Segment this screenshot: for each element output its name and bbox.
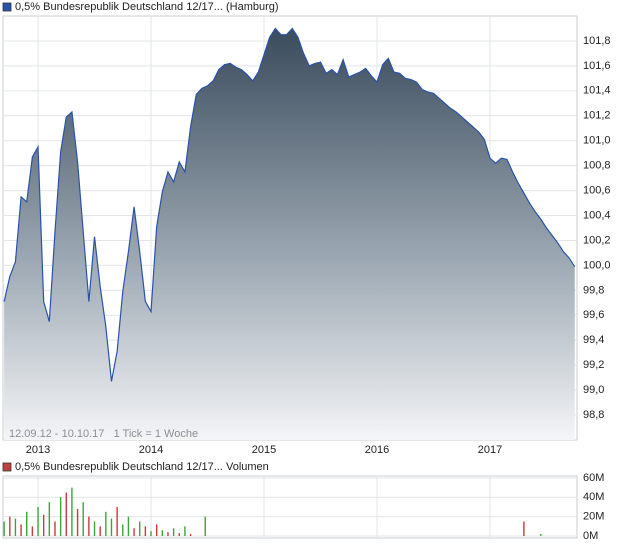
price-line (3, 27, 576, 382)
y-tick-label: 101,8 (583, 35, 611, 47)
volume-bar (76, 508, 79, 536)
volume-bar (48, 502, 51, 536)
y-tick-label: 101,4 (583, 85, 611, 97)
y-tick-label: 98,8 (583, 409, 604, 421)
volume-bar (122, 524, 124, 536)
y-tick-label: 100,6 (583, 184, 611, 196)
y-tick-label: 100,8 (583, 160, 611, 172)
price-area (4, 28, 575, 440)
volume-bar (172, 528, 175, 536)
volume-bar (9, 516, 11, 536)
volume-bar (523, 521, 525, 536)
y-tick-label: 100,4 (583, 209, 611, 221)
volume-bar (540, 534, 542, 536)
volume-bar (3, 521, 5, 536)
volume-bar (178, 533, 180, 536)
legend-label: 0,5% Bundesrepublik Deutschland 12/17...… (15, 461, 269, 473)
volume-bar (105, 511, 107, 536)
volume-bar (155, 524, 158, 536)
x-tick-label: 2015 (252, 444, 276, 456)
legend-label: 0,5% Bundesrepublik Deutschland 12/17...… (15, 1, 279, 13)
y-tick-label: 100,0 (583, 259, 611, 271)
volume-bar (71, 487, 73, 536)
volume-bar (116, 507, 118, 536)
volume-bar (65, 492, 67, 536)
volume-bar (26, 511, 28, 536)
x-tick-label: 2013 (26, 444, 50, 456)
y-tick-label: 101,6 (583, 60, 611, 72)
y-tick-label: 20M (583, 511, 604, 523)
volume-bar (82, 502, 84, 536)
y-tick-label: 60M (583, 472, 604, 484)
volume-bar (127, 516, 130, 536)
volume-bar (31, 526, 34, 536)
volume-bar (204, 516, 206, 536)
y-tick-label: 100,2 (583, 234, 611, 246)
volume-bar (150, 531, 152, 536)
volume-bar (20, 524, 22, 536)
y-tick-label: 0M (583, 530, 598, 542)
y-tick-label: 101,0 (583, 135, 611, 147)
y-tick-label: 99,0 (583, 384, 604, 396)
volume-bar (54, 521, 56, 536)
y-tick-label: 99,8 (583, 284, 604, 296)
volume-bar (37, 507, 39, 536)
volume-bar (42, 514, 45, 536)
volume-bar (110, 518, 113, 536)
volume-bar (139, 521, 141, 536)
volume-bar (184, 526, 186, 536)
volume-bar (133, 528, 135, 536)
x-tick-label: 2017 (478, 444, 502, 456)
volume-bar (14, 518, 17, 536)
volume-bar (144, 526, 147, 536)
y-tick-label: 99,6 (583, 309, 604, 321)
plot-frame (2, 475, 578, 539)
volume-bar (88, 516, 90, 536)
x-tick-label: 2016 (365, 444, 389, 456)
volume-bar (93, 521, 96, 536)
y-tick-label: 99,4 (583, 334, 604, 346)
volume-bar (59, 497, 62, 536)
volume-bar (99, 526, 101, 536)
y-tick-label: 99,2 (583, 359, 604, 371)
y-tick-label: 101,2 (583, 110, 611, 122)
volume-bar (161, 530, 164, 536)
legend-swatch (2, 462, 12, 472)
y-tick-label: 40M (583, 491, 604, 503)
x-tick-label: 2014 (139, 444, 163, 456)
legend-swatch (2, 2, 12, 12)
volume-bar (167, 532, 169, 536)
annotation: 12.09.12 - 10.10.17 1 Tick = 1 Woche (9, 428, 198, 440)
volume-bar (189, 534, 192, 536)
